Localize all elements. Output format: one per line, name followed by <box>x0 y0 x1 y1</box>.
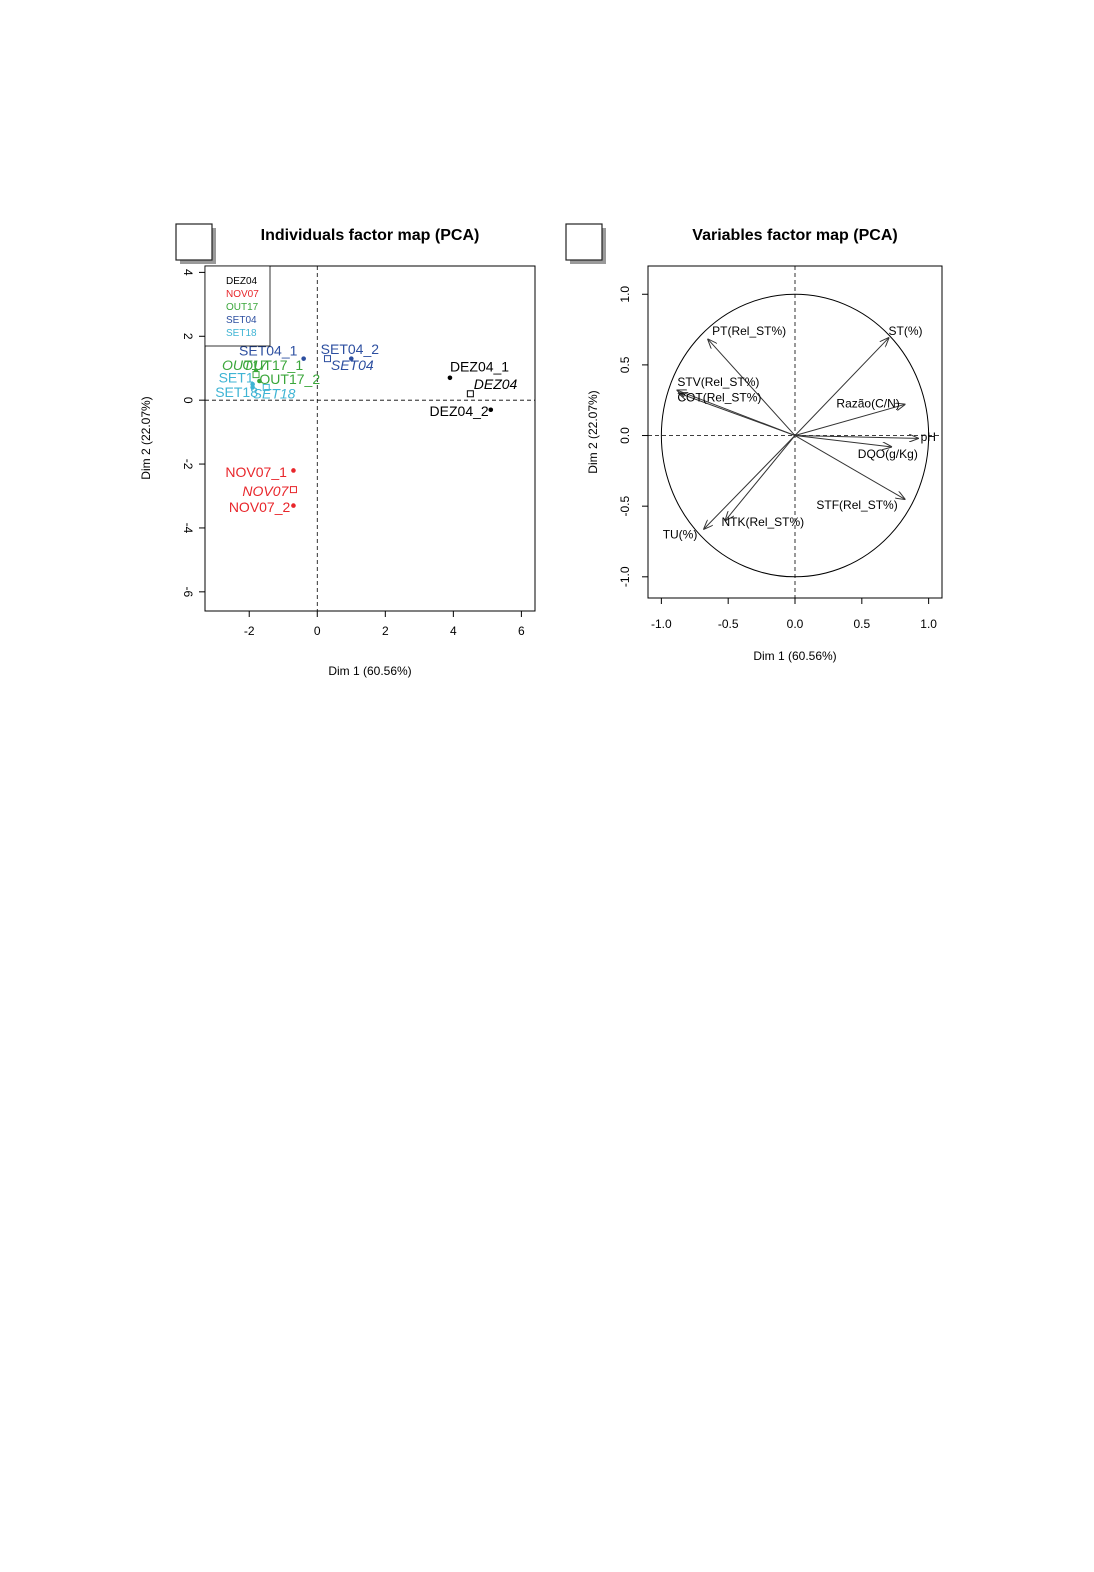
variable-label: Razão(C/N) <box>836 396 899 410</box>
point-label: NOV07 <box>242 483 289 499</box>
variable-label: STF(Rel_ST%) <box>816 498 897 512</box>
variable-arrow <box>704 435 796 529</box>
y-tick-label-individuals: 2 <box>181 333 195 340</box>
y-tick-label-variables: 1.0 <box>618 286 632 303</box>
individual-point <box>348 356 354 361</box>
variable-arrow <box>794 404 905 437</box>
individual-point <box>250 381 255 387</box>
panel-marker-left <box>175 223 213 261</box>
individual-point <box>447 375 453 381</box>
variable-label: DQO(g/Kg) <box>858 447 918 461</box>
variable-arrow <box>794 435 891 447</box>
y-tick-label-variables: -1.0 <box>618 566 632 587</box>
variable-arrow <box>726 435 796 521</box>
centroid-marker <box>252 371 260 379</box>
y-tick-label-individuals: -6 <box>181 586 195 597</box>
point-label: SET1 <box>219 370 254 386</box>
x-tick-label-variables: -1.0 <box>651 617 672 631</box>
centroid-marker <box>289 486 297 494</box>
legend-entry: NOV07 <box>226 289 259 300</box>
point-label: SET18 <box>215 384 258 400</box>
point-label: NOV07_1 <box>225 464 287 480</box>
x-tick-label-variables: 1.0 <box>920 617 937 631</box>
individual-point <box>488 407 494 413</box>
variable-label: TU(%) <box>663 528 698 542</box>
chart-title-variables: Variables factor map (PCA) <box>692 227 897 244</box>
x-axis-label-variables: Dim 1 (60.56%) <box>753 649 836 663</box>
y-tick-label-individuals: -2 <box>181 459 195 470</box>
point-label: OUT17 <box>222 357 268 373</box>
point-label: DEZ04 <box>474 376 518 392</box>
centroid-marker <box>323 355 331 363</box>
correlation-circle <box>660 293 930 578</box>
legend-entry: DEZ04 <box>226 276 258 287</box>
variable-arrow <box>708 339 796 436</box>
variable-label: STV(Rel_ST%) <box>677 375 759 389</box>
x-tick-label-individuals: 6 <box>518 624 525 638</box>
point-label: OUT17_2 <box>259 371 320 387</box>
plot-frame-individuals <box>204 265 536 612</box>
point-label: DEZ04_1 <box>450 358 509 374</box>
individual-point <box>291 503 296 508</box>
individual-point <box>250 385 255 390</box>
point-label: SET04 <box>331 357 374 373</box>
variable-label: pH <box>921 430 936 444</box>
y-tick-label-variables: 0.5 <box>618 356 632 373</box>
variable-label: NTK(Rel_ST%) <box>722 515 805 529</box>
y-tick-label-variables: -0.5 <box>618 496 632 517</box>
x-tick-label-variables: 0.5 <box>853 617 870 631</box>
variable-label: COT(Rel_ST%) <box>677 391 761 405</box>
x-axis-label-individuals: Dim 1 (60.56%) <box>328 664 411 678</box>
variable-arrow <box>794 435 905 500</box>
point-label: DEZ04_2 <box>430 403 489 419</box>
legend-entry: SET18 <box>226 328 257 339</box>
point-label: SET04_2 <box>321 341 380 357</box>
point-label: SET18 <box>253 386 296 402</box>
legend-entry: SET04 <box>226 315 257 326</box>
individual-point <box>257 378 262 384</box>
variables-panel: Variables factor map (PCA) -1.0 -0.5 0.0 0.… <box>565 223 943 663</box>
x-tick-label-individuals: 0 <box>314 624 321 638</box>
variable-arrow <box>794 338 889 436</box>
x-tick-label-individuals: 2 <box>382 624 389 638</box>
centroid-marker <box>466 390 474 398</box>
variable-label: ST(%) <box>889 324 923 338</box>
individual-point <box>301 356 306 361</box>
y-tick-label-variables: 0.0 <box>618 427 632 444</box>
y-tick-label-individuals: 4 <box>181 269 195 276</box>
variable-label: PT(Rel_ST%) <box>712 324 786 338</box>
legend-entry: OUT17 <box>226 302 259 313</box>
y-tick-label-individuals: -4 <box>181 523 195 534</box>
y-axis-label-variables: Dim 2 (22.07%) <box>586 390 600 473</box>
chart-title-individuals: Individuals factor map (PCA) <box>261 227 480 244</box>
individuals-panel: Individuals factor map (PCA) -2 0 2 4 6 -6 -4 -… <box>139 223 536 678</box>
x-tick-label-individuals: -2 <box>244 624 255 638</box>
legend-individuals: DEZ04 NOV07 OUT17 SET04 SET18 <box>204 265 271 347</box>
x-tick-label-variables: -0.5 <box>718 617 739 631</box>
centroid-marker <box>262 383 270 391</box>
variable-arrow <box>679 393 796 437</box>
x-tick-label-variables: 0.0 <box>787 617 804 631</box>
panel-marker-right <box>565 223 603 261</box>
individual-point <box>291 468 296 473</box>
y-axis-label-individuals: Dim 2 (22.07%) <box>139 396 153 479</box>
point-label: OUT17_1 <box>242 357 303 373</box>
x-tick-label-individuals: 4 <box>450 624 457 638</box>
variable-arrow <box>794 436 918 439</box>
legend-box <box>204 265 271 347</box>
y-tick-label-individuals: 0 <box>181 397 195 404</box>
point-label: SET04_1 <box>239 342 298 358</box>
point-label: NOV07_2 <box>229 499 291 515</box>
